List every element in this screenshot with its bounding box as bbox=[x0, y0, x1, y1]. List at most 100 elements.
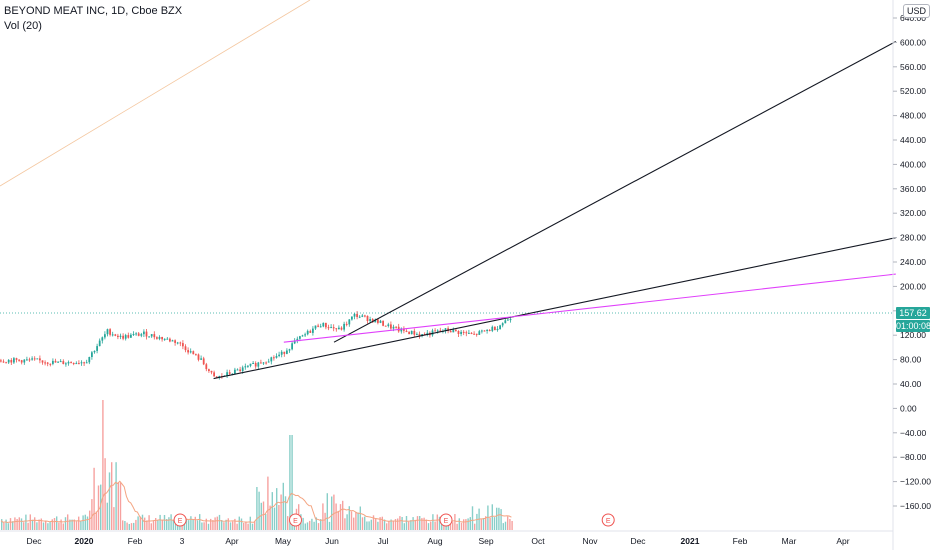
symbol-legend[interactable]: BEYOND MEAT INC, 1D, Cboe BZX bbox=[4, 5, 183, 17]
volume-bar bbox=[69, 519, 71, 530]
magenta-trend-line[interactable] bbox=[283, 273, 896, 343]
candlesticks bbox=[0, 311, 512, 380]
candle-body bbox=[140, 334, 143, 336]
candle-body bbox=[26, 359, 28, 361]
currency-label[interactable]: USD bbox=[903, 4, 931, 18]
volume-bar bbox=[203, 522, 205, 530]
candle-body bbox=[301, 335, 304, 337]
volume-bar bbox=[86, 516, 89, 530]
candle-body bbox=[57, 361, 59, 363]
volume-bar bbox=[509, 519, 511, 530]
volume-bar bbox=[507, 516, 509, 530]
price-axis[interactable]: 640.00 600.00 560.00 520.00 480.00 440.00 400.… bbox=[893, 13, 931, 511]
volume-bar bbox=[93, 467, 95, 530]
candle-body bbox=[390, 324, 392, 329]
time-tick-label: 2020 bbox=[75, 536, 94, 546]
volume-bar bbox=[73, 519, 75, 530]
candle-body bbox=[273, 357, 275, 359]
volume-bar bbox=[108, 472, 111, 530]
volume-bar bbox=[75, 521, 78, 530]
candle-body bbox=[171, 340, 174, 342]
candle-body bbox=[439, 330, 442, 332]
volume-bar bbox=[38, 519, 40, 530]
volume-bar bbox=[309, 520, 311, 530]
volume-bar bbox=[350, 511, 353, 530]
volume-bar bbox=[201, 522, 203, 530]
candle-body bbox=[265, 362, 267, 364]
volume-bar bbox=[456, 523, 458, 530]
candle-body bbox=[62, 361, 65, 364]
price-tick-label: −80.00 bbox=[900, 452, 927, 462]
time-tick-label: Mar bbox=[782, 536, 797, 546]
volume-bar bbox=[375, 519, 377, 530]
volume-bar bbox=[511, 521, 513, 530]
black-trend-line[interactable] bbox=[333, 41, 897, 343]
candle-body bbox=[400, 328, 403, 332]
volume-bar bbox=[216, 516, 218, 530]
earnings-marker[interactable] bbox=[173, 513, 187, 527]
candle-body bbox=[374, 319, 377, 323]
candle-body bbox=[153, 334, 156, 338]
volume-bar bbox=[5, 519, 7, 530]
volume-bar bbox=[465, 519, 467, 530]
black-trend-line[interactable] bbox=[213, 237, 896, 380]
volume-bar bbox=[25, 514, 27, 530]
candle-body bbox=[501, 323, 504, 326]
volume-legend[interactable]: Vol (20) bbox=[4, 20, 42, 32]
volume-bar bbox=[331, 496, 333, 530]
candle-body bbox=[382, 320, 384, 326]
candle-body bbox=[244, 366, 247, 368]
earnings-marker[interactable] bbox=[289, 513, 302, 527]
volume-bar bbox=[106, 502, 108, 530]
volume-bar bbox=[91, 499, 93, 530]
candle-body bbox=[473, 333, 475, 335]
trend-lines[interactable] bbox=[213, 41, 897, 380]
volume-bar bbox=[102, 400, 104, 530]
candle-body bbox=[486, 330, 488, 331]
volume-bar bbox=[122, 520, 124, 530]
price-tick-label: 440.00 bbox=[900, 135, 926, 145]
candle-body bbox=[283, 351, 286, 354]
volume-bar bbox=[441, 520, 443, 530]
candle-body bbox=[13, 358, 15, 363]
time-axis[interactable]: Dec 2020 Feb 3 Apr May Jun Jul Aug Sep Oct Nov Dec 20… bbox=[26, 536, 849, 546]
volume-bar bbox=[40, 518, 42, 530]
volume-bar bbox=[113, 507, 115, 530]
volume-bar bbox=[392, 520, 394, 530]
candle-body bbox=[465, 332, 468, 334]
volume-bar bbox=[51, 519, 53, 530]
volume-bar bbox=[469, 517, 471, 530]
candle-body bbox=[351, 316, 353, 320]
candle-body bbox=[67, 362, 70, 364]
countdown-badge: 01:00:08 bbox=[896, 320, 932, 332]
volume-bar bbox=[84, 514, 86, 530]
candle-body bbox=[119, 335, 122, 337]
candle-body bbox=[332, 327, 335, 329]
volume-bar bbox=[192, 519, 194, 530]
volume-bar bbox=[152, 521, 155, 530]
time-tick-label: Oct bbox=[531, 536, 545, 546]
volume-bar bbox=[412, 517, 414, 530]
volume-bar bbox=[361, 517, 364, 530]
volume-bar bbox=[146, 520, 148, 530]
volume-bar bbox=[56, 516, 58, 530]
candle-body bbox=[345, 323, 348, 325]
time-tick-label: 3 bbox=[180, 536, 185, 546]
volume-bar bbox=[359, 506, 361, 530]
faint-trend-line[interactable] bbox=[0, 0, 311, 187]
volume-bar bbox=[328, 521, 331, 530]
candle-body bbox=[288, 349, 291, 351]
earnings-marker[interactable] bbox=[601, 513, 615, 527]
volume-bar bbox=[62, 523, 64, 530]
volume-bar bbox=[194, 516, 196, 530]
volume-bar bbox=[403, 523, 405, 530]
volume-bar bbox=[168, 517, 170, 530]
candle-body bbox=[340, 327, 343, 330]
volume-bar bbox=[306, 522, 309, 530]
volume-bar bbox=[324, 512, 326, 530]
candle-body bbox=[364, 315, 366, 317]
earnings-marker[interactable] bbox=[439, 513, 453, 527]
volume-bar bbox=[421, 518, 423, 530]
